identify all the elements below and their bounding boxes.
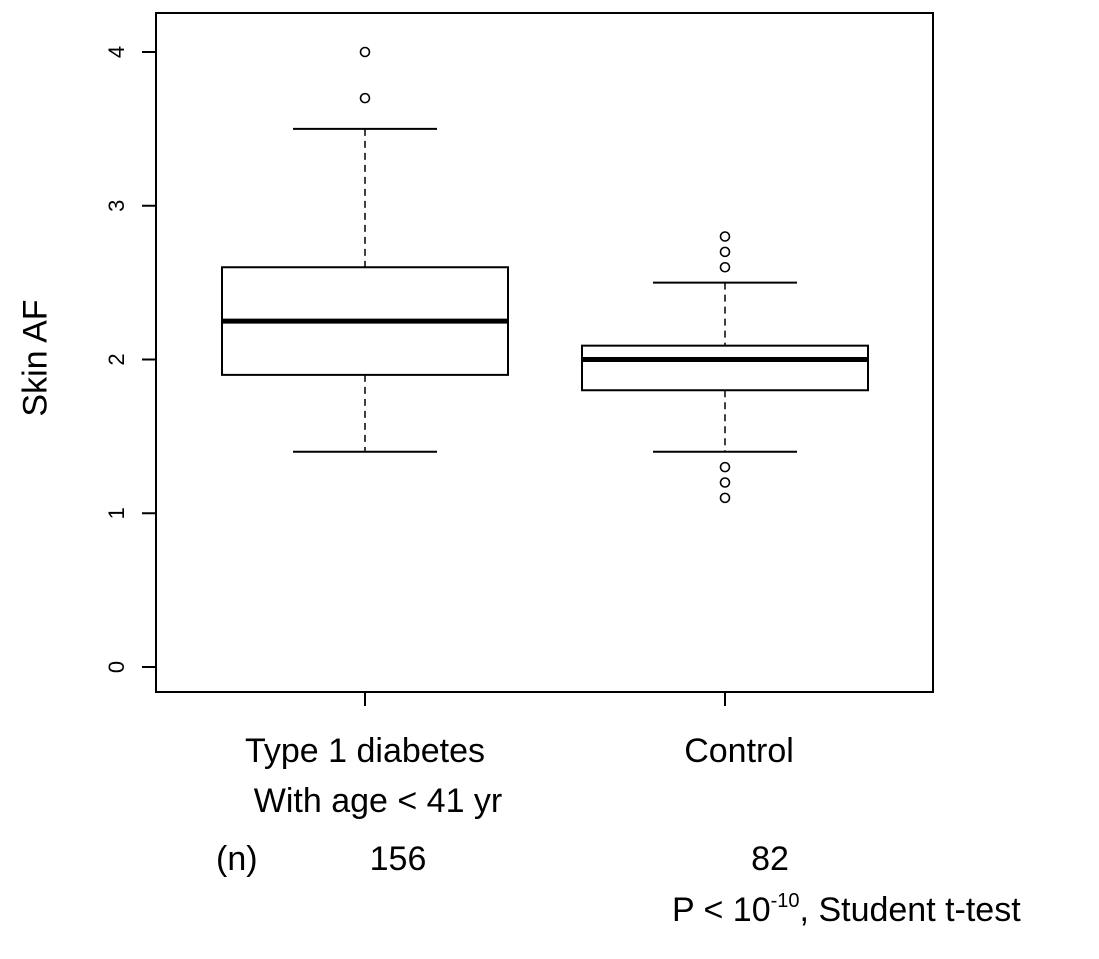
x-label-type1-line2: With age < 41 yr — [253, 782, 503, 820]
y-tick-label: 3 — [104, 200, 129, 212]
y-tick-label: 1 — [104, 507, 129, 519]
iqr-box — [581, 344, 869, 392]
y-tick-label: 4 — [104, 46, 129, 58]
outlier-point — [719, 492, 731, 504]
n-label: (n) — [216, 840, 258, 878]
outlier-point — [719, 246, 731, 258]
boxes — [221, 46, 869, 504]
outlier-point — [719, 461, 731, 473]
p-value-suffix: , Student t-test — [799, 891, 1021, 929]
outlier-point — [719, 261, 731, 273]
y-tick-label: 2 — [104, 353, 129, 365]
x-axis — [364, 692, 726, 706]
y-axis-label: Skin AF — [16, 299, 55, 417]
plot-frame — [155, 12, 934, 693]
x-label-type1-line1: Type 1 diabetes — [244, 732, 486, 770]
outlier-point — [359, 92, 371, 104]
p-value-exponent: -10 — [770, 890, 800, 912]
outlier-point — [719, 231, 731, 242]
y-axis: 0 1 2 3 4 — [104, 46, 156, 673]
y-tick-label: 0 — [104, 661, 129, 673]
n-value-type1: 156 — [369, 840, 427, 878]
p-value-prefix: P < 10 — [672, 891, 771, 929]
n-value-control: 82 — [751, 840, 789, 878]
x-label-control: Control — [684, 732, 794, 770]
outlier-point — [719, 477, 731, 488]
p-value-annotation: P < 10-10, Student t-test — [672, 890, 1021, 930]
outlier-point — [359, 46, 371, 58]
